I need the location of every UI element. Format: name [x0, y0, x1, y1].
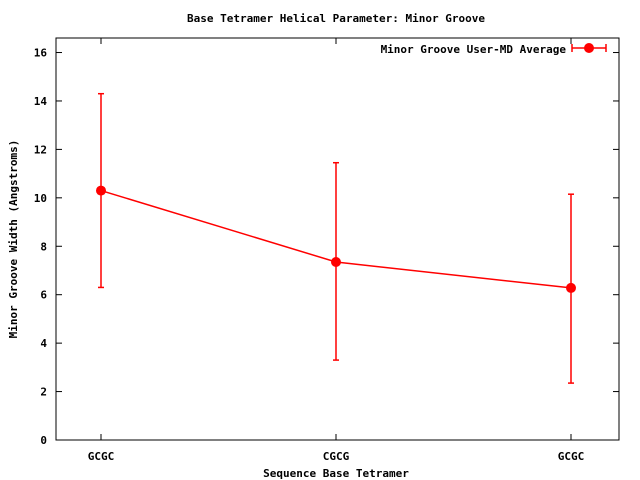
y-tick-label: 14: [34, 95, 48, 108]
y-tick-label: 8: [40, 240, 47, 253]
legend-marker: [584, 43, 594, 53]
y-tick-label: 2: [40, 386, 47, 399]
data-point: [566, 282, 576, 293]
legend: Minor Groove User-MD Average: [381, 43, 607, 56]
x-tick-label: CGCG: [323, 450, 350, 463]
y-tick-label: 6: [40, 289, 47, 302]
legend-label: Minor Groove User-MD Average: [381, 43, 567, 56]
chart-title: Base Tetramer Helical Parameter: Minor G…: [187, 12, 485, 25]
series-layer: [96, 92, 576, 384]
y-tick-label: 4: [40, 337, 47, 350]
y-tick-label: 10: [34, 192, 47, 205]
data-point: [331, 257, 341, 268]
y-tick-label: 12: [34, 143, 47, 156]
x-axis: GCGC CGCG GCGC: [88, 38, 585, 463]
y-axis: 0 2 4 6 8 10 12 14 16: [34, 47, 619, 447]
x-tick-label: GCGC: [88, 450, 115, 463]
y-tick-label: 0: [40, 434, 47, 447]
y-axis-label: Minor Groove Width (Angstroms): [7, 140, 20, 339]
y-tick-label: 16: [34, 47, 48, 60]
data-point: [96, 185, 106, 196]
x-tick-label: GCGC: [558, 450, 585, 463]
plot-frame: [55, 37, 620, 441]
x-axis-label: Sequence Base Tetramer: [263, 467, 409, 480]
